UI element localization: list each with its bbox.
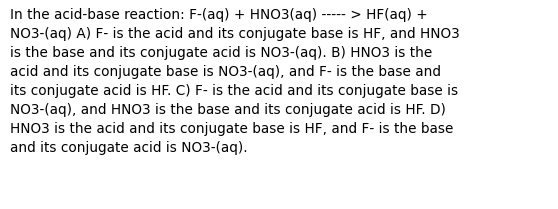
Text: In the acid-base reaction: F-(aq) + HNO3(aq) ----- > HF(aq) +
NO3-(aq) A) F- is : In the acid-base reaction: F-(aq) + HNO3…: [10, 8, 460, 155]
